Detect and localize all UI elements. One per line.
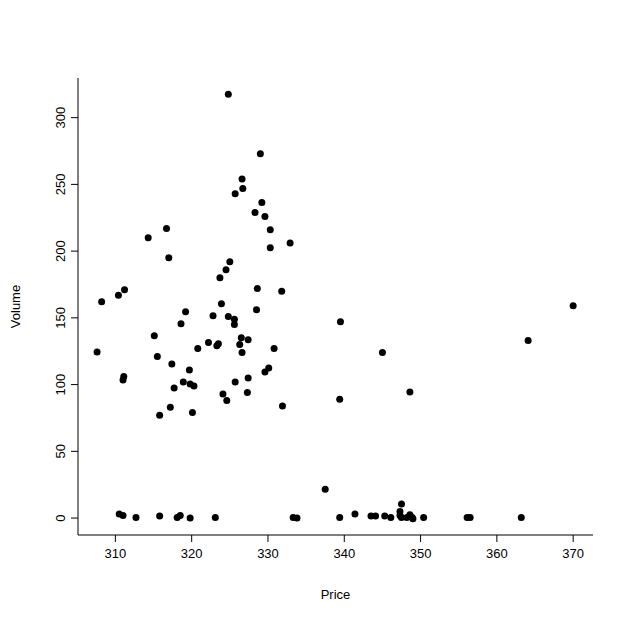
svg-text:50: 50 [53, 444, 68, 458]
svg-text:200: 200 [53, 240, 68, 262]
svg-text:330: 330 [257, 546, 279, 561]
svg-text:0: 0 [53, 514, 68, 521]
svg-text:Price: Price [321, 587, 351, 602]
svg-text:360: 360 [486, 546, 508, 561]
svg-text:310: 310 [105, 546, 127, 561]
svg-text:320: 320 [181, 546, 203, 561]
svg-text:250: 250 [53, 174, 68, 196]
svg-text:Volume: Volume [8, 285, 23, 328]
svg-text:300: 300 [53, 107, 68, 129]
svg-text:350: 350 [410, 546, 432, 561]
svg-text:340: 340 [333, 546, 355, 561]
svg-text:370: 370 [562, 546, 584, 561]
svg-text:100: 100 [53, 374, 68, 396]
svg-text:150: 150 [53, 307, 68, 329]
